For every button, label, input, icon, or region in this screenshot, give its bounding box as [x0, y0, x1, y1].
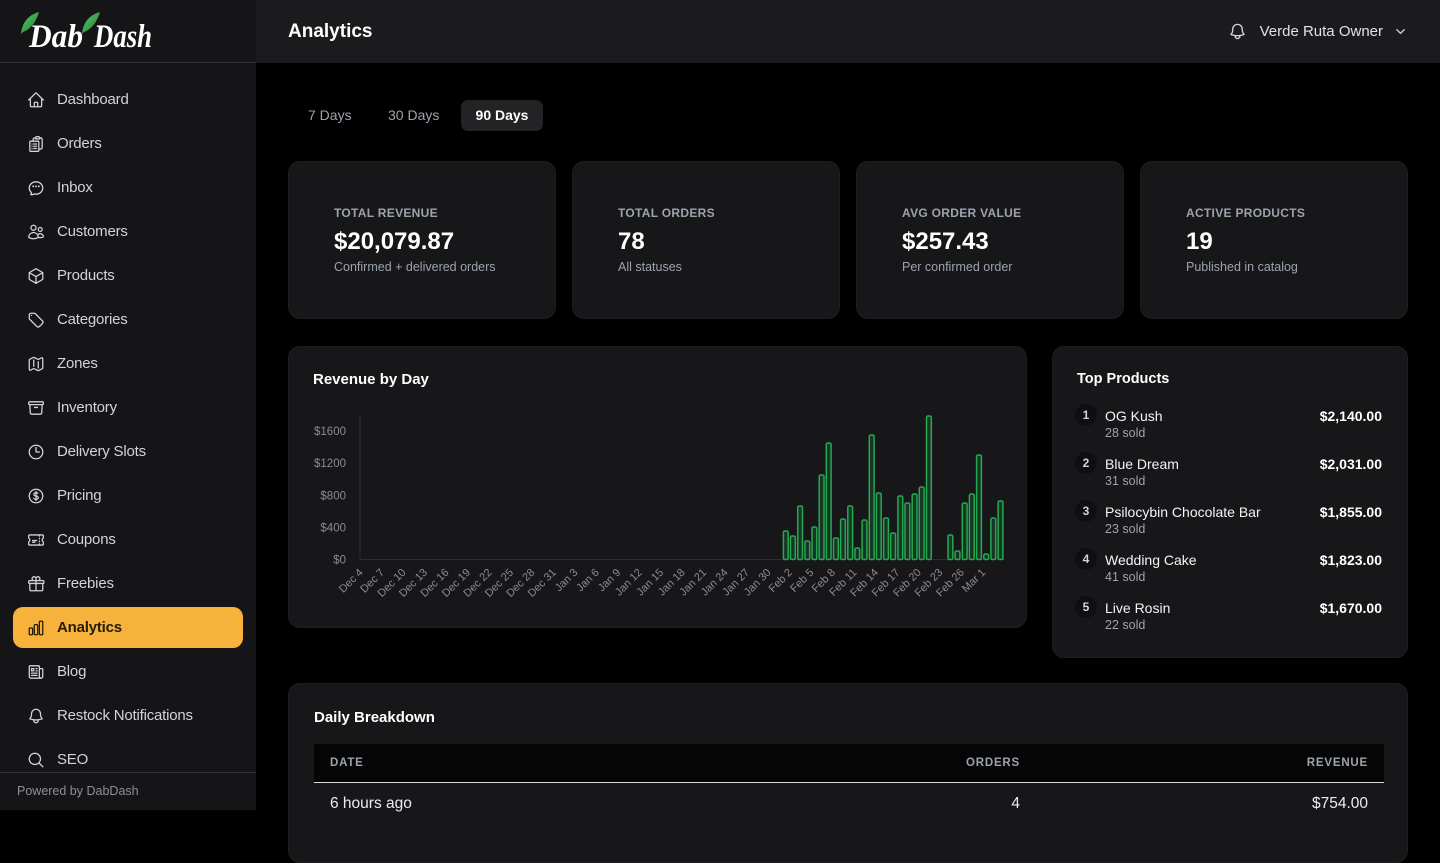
- svg-text:Feb 2: Feb 2: [767, 567, 795, 595]
- svg-text:$0: $0: [333, 555, 346, 567]
- svg-text:$400: $400: [320, 522, 346, 534]
- svg-text:$1200: $1200: [314, 458, 346, 470]
- svg-text:Jan 6: Jan 6: [574, 567, 602, 595]
- svg-text:Feb 5: Feb 5: [788, 567, 816, 595]
- svg-text:Dab: Dab: [28, 19, 83, 55]
- svg-text:$800: $800: [320, 490, 346, 502]
- svg-text:Mar 1: Mar 1: [960, 567, 988, 595]
- svg-text:Jan 3: Jan 3: [553, 567, 581, 595]
- svg-text:Dash: Dash: [93, 19, 152, 55]
- svg-text:$1600: $1600: [314, 426, 346, 438]
